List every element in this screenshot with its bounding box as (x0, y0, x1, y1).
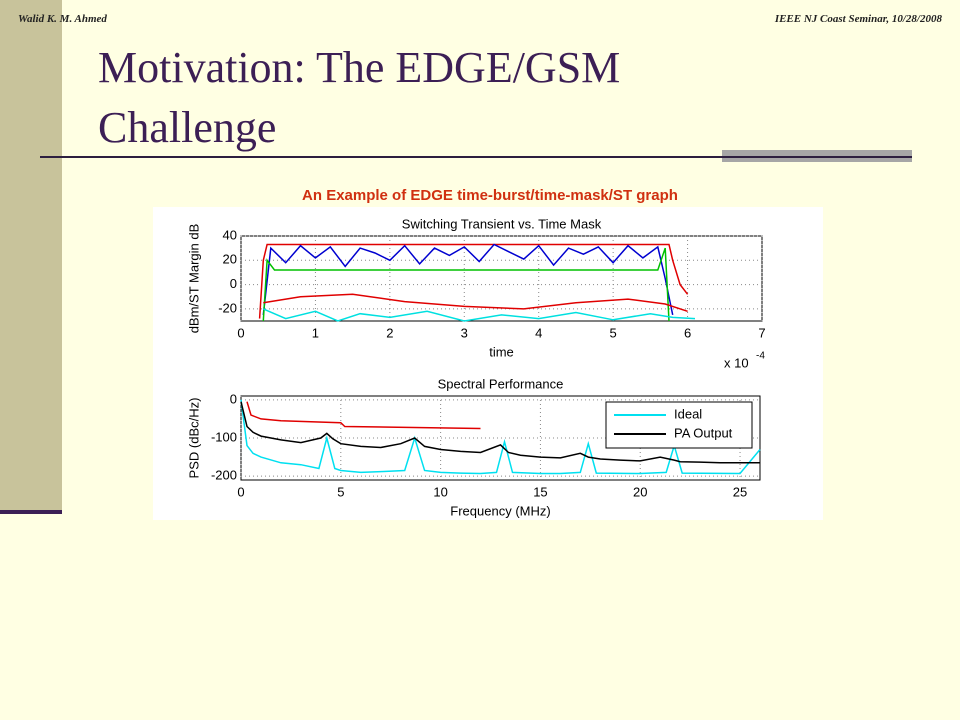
series-line (258, 243, 689, 319)
chart-title: Spectral Performance (438, 376, 564, 391)
y-tick-label: -20 (218, 300, 237, 315)
caption: An Example of EDGE time-burst/time-mask/… (302, 187, 678, 204)
y-tick-label: 20 (223, 252, 237, 267)
series-line (240, 401, 760, 464)
y-tick-label: -100 (211, 429, 237, 444)
y-tick-label: 0 (230, 391, 237, 406)
x-tick-label: 2 (386, 325, 393, 340)
y-tick-label: -200 (211, 468, 237, 483)
legend-label: Ideal (674, 406, 702, 421)
annotation: x 10 (724, 355, 749, 370)
x-axis-label: Frequency (MHz) (450, 503, 550, 518)
series-line (262, 247, 670, 322)
x-tick-label: 20 (633, 484, 647, 499)
y-tick-label: 40 (223, 227, 237, 242)
x-tick-label: 4 (535, 325, 542, 340)
x-tick-label: 6 (684, 325, 691, 340)
x-tick-label: 7 (758, 325, 765, 340)
y-axis-label: PSD (dBc/Hz) (186, 398, 201, 479)
y-axis-label: dBm/ST Margin dB (186, 224, 201, 334)
series-line (263, 308, 696, 322)
x-tick-label: 5 (337, 484, 344, 499)
series-line (246, 401, 481, 430)
title-line: Challenge (98, 103, 276, 152)
title-line: Motivation: The EDGE/GSM (98, 43, 620, 92)
annotation: -4 (756, 351, 765, 362)
x-tick-label: 25 (733, 484, 747, 499)
side-bar (0, 0, 62, 510)
x-tick-label: 3 (461, 325, 468, 340)
header-left: Walid K. M. Ahmed (18, 13, 107, 25)
legend-box (605, 401, 753, 449)
x-axis-label: time (489, 344, 514, 359)
series-line (263, 293, 688, 313)
x-tick-label: 5 (610, 325, 617, 340)
x-tick-label: 15 (533, 484, 547, 499)
x-tick-label: 0 (237, 325, 244, 340)
legend-label: PA Output (674, 425, 733, 440)
chart-title: Switching Transient vs. Time Mask (402, 216, 602, 231)
y-tick-label: 0 (230, 276, 237, 291)
side-bar-base (0, 510, 62, 514)
header-right: IEEE NJ Coast Seminar, 10/28/2008 (774, 13, 943, 25)
x-tick-label: 10 (433, 484, 447, 499)
x-tick-label: 0 (237, 484, 244, 499)
x-tick-label: 1 (312, 325, 319, 340)
series-line (240, 399, 761, 475)
series-line (262, 243, 674, 316)
